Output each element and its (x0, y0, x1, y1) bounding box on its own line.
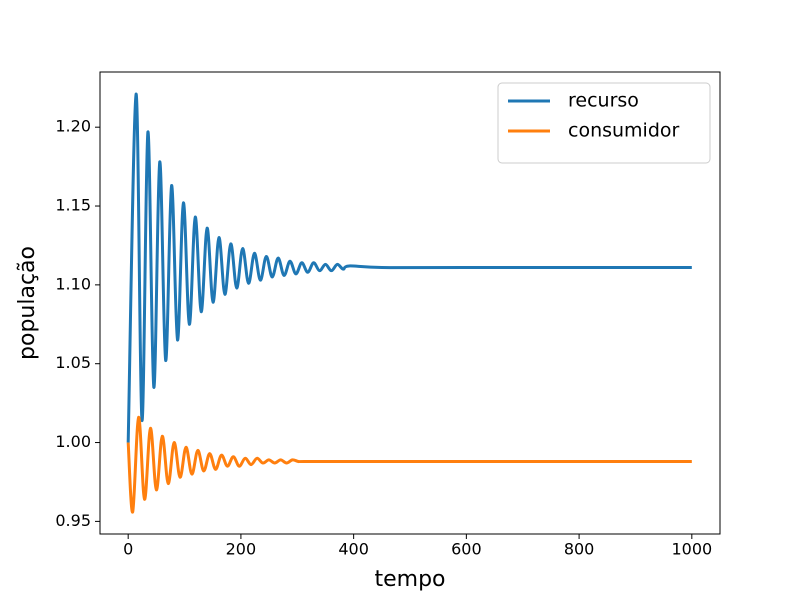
x-tick-label: 1000 (671, 540, 712, 559)
x-axis-label: tempo (374, 567, 445, 592)
data-line (126, 415, 692, 514)
y-tick-label: 0.95 (55, 511, 91, 530)
y-axis-label: população (15, 246, 40, 360)
x-tick-label: 600 (451, 540, 482, 559)
legend-label: recurso (568, 90, 639, 112)
x-tick-label: 800 (564, 540, 595, 559)
y-tick-label: 1.20 (55, 117, 91, 136)
y-tick-label: 1.15 (55, 196, 91, 215)
y-tick-label: 1.00 (55, 432, 91, 451)
legend-label: consumidor (568, 120, 680, 142)
data-line (126, 92, 692, 443)
plot-frame (99, 71, 721, 535)
y-tick-label: 1.05 (55, 353, 91, 372)
x-tick-label: 0 (123, 540, 133, 559)
y-tick-label: 1.10 (55, 274, 91, 293)
x-tick-label: 200 (226, 540, 257, 559)
legend-box (497, 82, 711, 164)
x-tick-label: 400 (338, 540, 369, 559)
